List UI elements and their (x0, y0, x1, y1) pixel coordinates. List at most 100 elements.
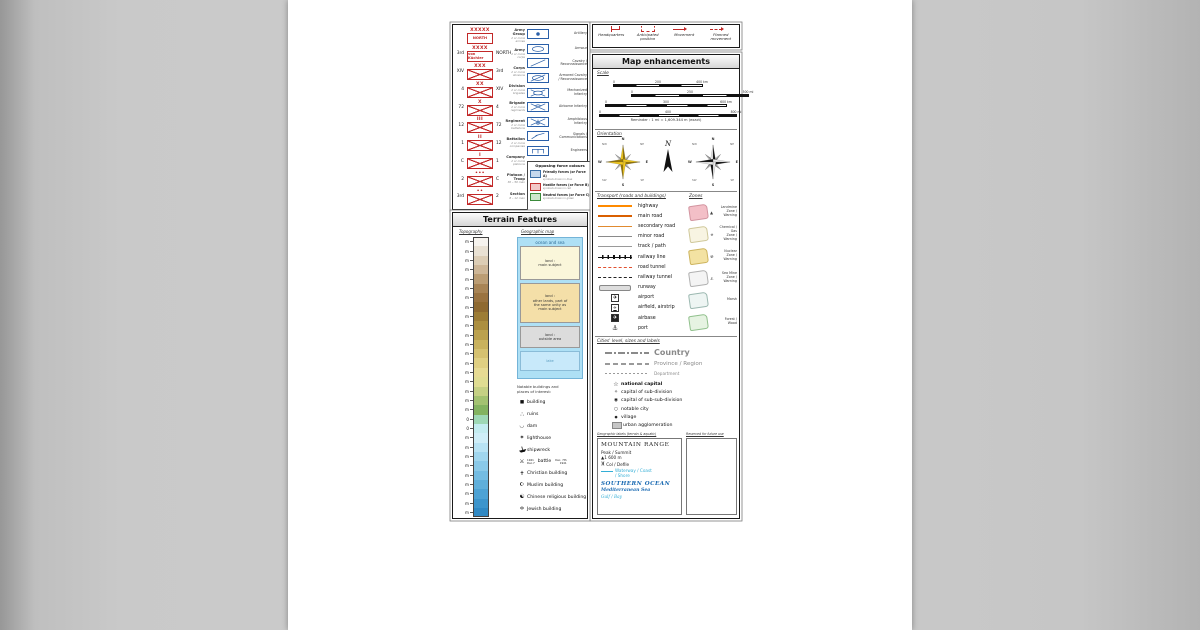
echelon-row: XIV XXX 3rd Corps 2 or more divisions (455, 63, 525, 81)
buildings-list: ■ building ∴ ruins ◡ dam ✶ lighthouse shipwreck ⚔… (517, 397, 587, 515)
echelon-symbol: •• (465, 189, 495, 205)
unit-x-box (467, 140, 493, 152)
unit-type-symbol (527, 146, 549, 157)
track-line (598, 246, 632, 248)
transport-sample (597, 255, 633, 260)
ramp-color-cell (473, 395, 489, 406)
unit-type-row: Cavalry / Reconnaissance (527, 56, 587, 71)
ramp-step: m (459, 470, 489, 480)
echelon-name: Battalion (506, 137, 525, 142)
transport-label-text: track / path (638, 244, 666, 250)
transport-label-text: airfield, airstrip (638, 305, 675, 311)
zone-label: Marsh (726, 297, 737, 302)
unit-type-row: Engineers (527, 144, 587, 159)
transport-label-text: highway (638, 203, 659, 209)
unit-name-box: NORTH (467, 32, 493, 44)
boundary-label: Department (654, 371, 680, 376)
echelon-sub: 2 or more platoons (511, 159, 525, 167)
echelon-mark: ••• (474, 171, 485, 177)
echelon-label: Company 2 or more platoons (505, 155, 525, 167)
ramp-step-label: m (465, 510, 469, 516)
echelon-mark: XXXXX (470, 27, 490, 33)
ramp-step: m (459, 498, 489, 508)
hq-item-label: Anticipated position (636, 32, 659, 42)
echelon-left-number: 2 (461, 176, 464, 182)
scale-bar-tick: 0 (613, 80, 615, 85)
boundary-line-sample (605, 373, 649, 374)
dashdot-line (605, 351, 649, 354)
echelon-label: Regiment 2 or more battalions (505, 119, 525, 130)
transport-sample (597, 204, 633, 208)
transport-row: ✈ airport (597, 293, 685, 303)
boundary-row: Country (605, 346, 735, 359)
peak-summit-label: Peak / Summit (601, 450, 632, 455)
ramp-color-cell (473, 414, 489, 424)
movement-icon (666, 26, 703, 33)
terrain-features-title: Terrain Features (453, 213, 587, 227)
hq-icon (593, 26, 630, 33)
echelon-sub: 8 – 12 men (509, 196, 525, 201)
city-symbol-label: national capital (621, 381, 663, 387)
ramp-step: m (459, 237, 489, 247)
ramp-step-label: 0 (466, 426, 469, 432)
scale-bar: 0 250 500 mi (631, 90, 753, 97)
echelon-right-number: 72 (496, 122, 502, 128)
echelon-sub: 2 or more brigades (511, 87, 525, 95)
airbase-icon: ✈ (611, 314, 619, 323)
city-symbol-icon: ✧ (614, 389, 618, 395)
zone-row: ☣ Chemical / Gas Zone / Warning (688, 223, 737, 245)
echelon-label: Section 8 – 12 men (505, 192, 525, 201)
building-icon: ■ (519, 400, 525, 406)
scale-label: Scale (597, 71, 609, 76)
ramp-step: m (459, 489, 489, 499)
bridge-icon (532, 149, 544, 154)
rose-cardinal-label: N (711, 137, 715, 141)
hq-item-anticipated: Anticipated position (630, 26, 667, 41)
ramp-step: m (459, 451, 489, 462)
zone-row: ⚓ Sea Mine Zone / Warning (688, 267, 737, 289)
ramp-step: m (459, 386, 489, 396)
orientation-label: Orientation (597, 132, 622, 137)
ramp-tick (470, 484, 473, 486)
ramp-tick (470, 353, 473, 355)
scale-bar-tick: 300 (663, 100, 669, 105)
ramp-tick (470, 306, 473, 308)
ramp-step-label: m (465, 435, 469, 441)
transport-row: main road (597, 211, 685, 221)
ramp-color-cell (473, 311, 489, 322)
echelon-symbol: III (465, 117, 495, 134)
echelon-name: Army Group (512, 27, 525, 36)
echelon-row: 12 III 72 Regiment 2 or more battalions (455, 116, 525, 134)
ramp-step-label: m (465, 248, 469, 254)
force-colour-text: Neutral forces (or Force C) symbols drawn… (543, 193, 589, 200)
ocean-and-sea-box: ocean and sea land : main subject land :… (517, 237, 583, 379)
reserved-header: Reserved for future use (686, 432, 724, 436)
echelon-left-number: 1 (461, 140, 464, 146)
gold-compass-rose: N E S W NE SE SW NW (598, 137, 648, 187)
transport-label-text: runway (638, 285, 656, 291)
ramp-step-label: m (465, 407, 469, 413)
ramp-tick (470, 409, 473, 411)
ramp-step: m (459, 293, 489, 303)
ramp-step-label: m (465, 444, 469, 450)
ramp-tick (470, 297, 473, 299)
road-tunnel-line (598, 266, 632, 268)
legend-sheet: XXXXX NORTH Army Group 2 or more armies 3rd X… (450, 0, 753, 521)
x-oval-icon (530, 89, 546, 97)
zone-label: Landmine Zone / Warning (720, 205, 737, 217)
ramp-step: m (459, 461, 489, 471)
echelon-mark: XX (476, 81, 484, 87)
echelon-right-number: C (496, 176, 500, 182)
echelon-sub: 2 or more divisions (511, 69, 525, 77)
echelon-name: Army (514, 47, 525, 52)
zone-label: Forest / Wood (724, 317, 737, 325)
echelon-right-number: XIV (496, 87, 504, 93)
unit-x-box (467, 176, 493, 188)
waterway-line (601, 471, 613, 473)
cities-section: Cities' level, sizes and labels Country P… (597, 339, 735, 430)
ramp-step: m (459, 349, 489, 359)
x-wings-icon (530, 103, 546, 111)
ramp-color-cell (473, 283, 489, 294)
transport-row: track / path (597, 242, 685, 252)
ramp-step: m (459, 246, 489, 256)
